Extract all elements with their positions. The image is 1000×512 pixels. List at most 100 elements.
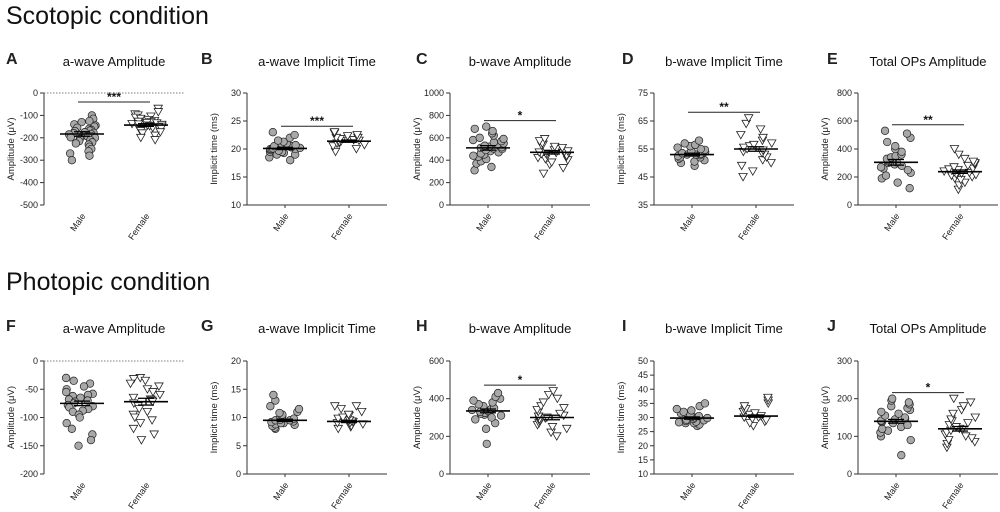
y-axis-label: Amplitude (μV)	[412, 117, 423, 180]
female-data-point	[552, 394, 563, 404]
male-data-point	[672, 404, 681, 414]
female-data-point	[128, 393, 139, 403]
female-data-point	[336, 405, 347, 414]
x-category-label: Male	[68, 480, 87, 502]
female-data-point	[766, 159, 776, 168]
x-category-label: Male	[882, 480, 901, 502]
male-data-point	[880, 126, 890, 135]
x-category-label: Female	[532, 211, 557, 241]
male-data-point	[694, 136, 704, 145]
female-data-point	[558, 164, 569, 173]
male-data-point	[897, 451, 906, 460]
female-data-point	[966, 434, 977, 443]
female-data-point	[959, 154, 970, 164]
male-data-point	[906, 435, 915, 445]
significance-stars: **	[719, 100, 729, 114]
male-data-point	[487, 413, 496, 422]
male-data-point	[696, 144, 705, 154]
female-data-point	[968, 157, 979, 167]
male-data-point	[482, 122, 491, 131]
male-data-point	[883, 137, 892, 147]
y-tick-label: -500	[20, 200, 38, 210]
y-axis-label: Amplitude (μV)	[820, 117, 831, 180]
female-data-point	[547, 423, 558, 432]
y-tick-label: 5	[236, 441, 241, 451]
female-data-point	[356, 407, 367, 417]
male-data-point	[876, 163, 886, 172]
female-data-point	[970, 413, 981, 423]
male-data-point	[475, 133, 484, 142]
y-axis-label: Implicit time (ms)	[616, 382, 627, 454]
male-data-point	[482, 439, 491, 449]
y-tick-label: 200	[837, 394, 852, 404]
female-data-point	[546, 158, 557, 168]
panel-letter: G	[201, 318, 213, 335]
y-tick-label: -400	[20, 178, 38, 188]
x-category-label: Female	[736, 211, 761, 241]
y-tick-label: 0	[33, 88, 38, 98]
female-data-point	[125, 379, 136, 389]
male-data-point	[673, 143, 682, 152]
female-data-point	[562, 147, 573, 156]
female-data-point	[750, 409, 760, 418]
female-data-point	[128, 424, 139, 434]
y-tick-label: 300	[837, 356, 852, 366]
y-tick-label: 800	[429, 110, 444, 120]
y-axis-label: Implicit time (ms)	[209, 382, 220, 454]
y-tick-label: 400	[429, 394, 444, 404]
y-tick-label: 30	[638, 413, 648, 423]
y-tick-label: 10	[231, 413, 241, 423]
chart-title: b-wave Amplitude	[469, 54, 572, 69]
female-data-point	[561, 424, 572, 434]
female-data-point	[329, 128, 340, 137]
x-category-label: Female	[329, 480, 354, 510]
female-data-point	[148, 388, 158, 397]
panel-letter: E	[827, 51, 838, 68]
x-category-label: Male	[474, 480, 493, 502]
female-data-point	[738, 173, 748, 182]
female-data-point	[735, 131, 746, 140]
female-data-point	[333, 424, 344, 434]
chart-title: Total OPs Amplitude	[869, 321, 986, 336]
male-data-point	[273, 136, 283, 145]
male-data-point	[85, 151, 94, 160]
female-data-point	[949, 163, 959, 172]
panel-letter: I	[622, 318, 626, 335]
male-data-point	[71, 139, 81, 148]
male-data-point	[877, 407, 886, 417]
y-tick-label: 0	[439, 469, 444, 479]
male-data-point	[902, 129, 912, 138]
x-category-label: Female	[736, 480, 761, 510]
male-data-point	[61, 373, 71, 383]
female-data-point	[960, 432, 971, 441]
female-data-point	[147, 416, 157, 425]
female-data-point	[748, 140, 759, 150]
female-data-point	[128, 375, 139, 384]
female-data-point	[548, 387, 559, 396]
y-tick-label: 600	[429, 356, 444, 366]
male-data-point	[891, 142, 900, 151]
male-data-point	[67, 156, 77, 165]
y-tick-label: 45	[638, 370, 648, 380]
y-tick-label: -150	[20, 441, 38, 451]
female-data-point	[135, 419, 146, 428]
male-data-point	[74, 441, 83, 450]
y-tick-label: 35	[638, 398, 648, 408]
female-data-point	[155, 390, 165, 400]
female-data-point	[949, 145, 960, 154]
male-data-point	[888, 394, 897, 403]
y-tick-label: 0	[236, 469, 241, 479]
female-data-point	[747, 167, 758, 177]
significance-stars: **	[923, 113, 933, 127]
female-data-point	[766, 139, 777, 149]
chart-title: b-wave Implicit Time	[665, 321, 783, 336]
female-data-point	[546, 428, 556, 438]
female-data-point	[741, 119, 752, 129]
x-category-label: Male	[882, 211, 901, 233]
